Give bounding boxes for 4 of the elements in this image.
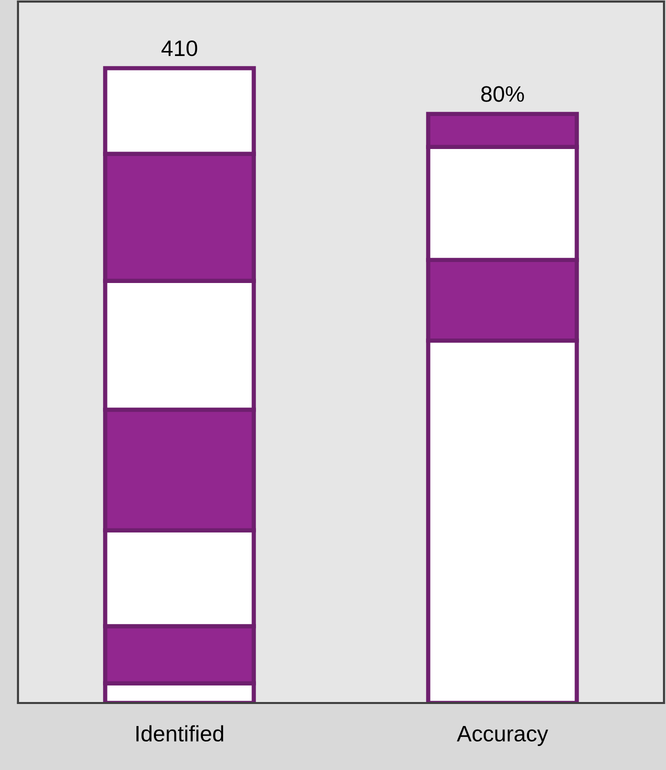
x-tick-label: Identified <box>136 725 224 742</box>
annotation: 80% <box>481 86 524 102</box>
x-tick-label: Accuracy <box>456 726 548 746</box>
annotation: 410 <box>161 40 198 56</box>
